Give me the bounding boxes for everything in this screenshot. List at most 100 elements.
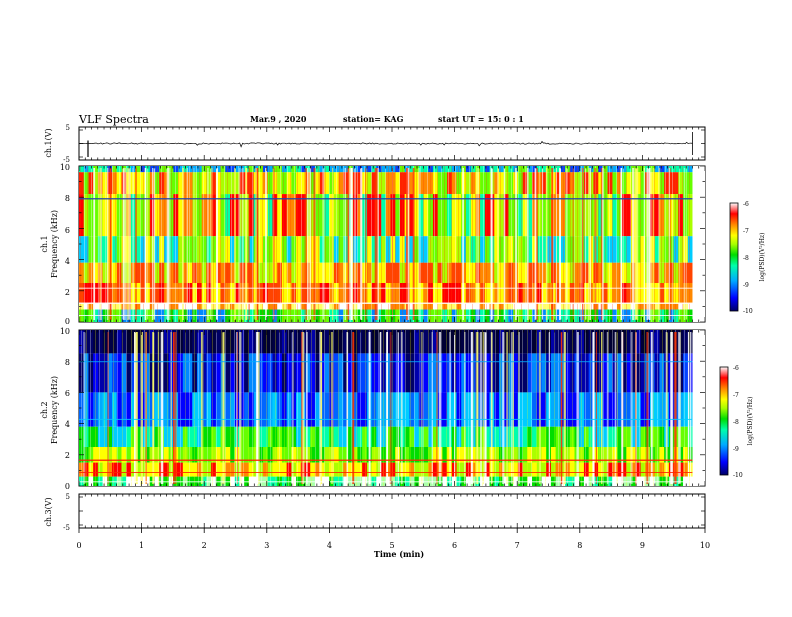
sferic-streak bbox=[305, 168, 307, 320]
sferic-streak bbox=[454, 332, 456, 484]
sferic-streak bbox=[637, 168, 639, 320]
sferic-streak bbox=[534, 168, 537, 320]
sferic-streak bbox=[193, 168, 195, 320]
sferic-streak bbox=[593, 332, 595, 484]
ch1-spec-ytick-2: 2 bbox=[65, 288, 70, 297]
xtick-label-5: 5 bbox=[389, 541, 394, 550]
sferic-streak bbox=[475, 332, 478, 484]
sferic-streak bbox=[392, 168, 393, 320]
sferic-streak bbox=[464, 332, 466, 484]
xtick-label-6: 6 bbox=[452, 541, 457, 550]
sferic-streak bbox=[241, 168, 244, 320]
ch1-colorbar-tick-neg7: -7 bbox=[743, 228, 749, 235]
sferic-streak bbox=[379, 332, 382, 484]
sferic-texture bbox=[79, 166, 693, 322]
ch3-waveform-frame bbox=[78, 493, 706, 529]
sferic-streak bbox=[303, 332, 305, 484]
sferic-streak bbox=[671, 332, 673, 484]
sferic-streak bbox=[83, 332, 86, 484]
sferic-streak bbox=[592, 332, 595, 484]
ch3-ytick-top: 5 bbox=[66, 493, 70, 501]
sferic-streak bbox=[313, 168, 316, 320]
sferic-streak bbox=[683, 168, 686, 320]
sferic-streak bbox=[389, 332, 392, 484]
sferic-streak bbox=[301, 332, 303, 484]
sferic-streak bbox=[542, 168, 544, 320]
sferic-streak bbox=[536, 168, 538, 320]
sferic-streak bbox=[306, 332, 308, 484]
sferic-streak bbox=[614, 332, 616, 484]
header-station: station= KAG bbox=[343, 114, 404, 124]
sferic-streak bbox=[506, 332, 509, 484]
ch1-colorbar-tick-neg8: -8 bbox=[743, 255, 749, 262]
sferic-streak bbox=[565, 168, 567, 320]
sferic-streak bbox=[515, 168, 517, 320]
sferic-streak bbox=[491, 332, 493, 484]
sferic-streak bbox=[109, 168, 112, 320]
sferic-streak bbox=[470, 332, 473, 484]
sferic-streak bbox=[400, 332, 403, 484]
sferic-streak bbox=[602, 168, 604, 320]
narrowband-line bbox=[79, 198, 693, 200]
sferic-streak bbox=[659, 168, 661, 320]
sferic-streak bbox=[153, 168, 156, 320]
sferic-streak bbox=[377, 168, 379, 320]
sferic-streak bbox=[635, 332, 637, 484]
sferic-streak bbox=[665, 332, 668, 484]
ch2-spec-ytick-4: 4 bbox=[65, 420, 70, 429]
sferic-streak bbox=[273, 168, 275, 320]
narrowband-line bbox=[79, 315, 693, 316]
sferic-streak bbox=[585, 168, 587, 320]
sferic-streak bbox=[174, 332, 177, 484]
sferic-streak bbox=[563, 332, 566, 484]
sferic-streak bbox=[360, 168, 363, 320]
ch2-colorbar-label: log(PSD)(V²/Hz) bbox=[747, 397, 754, 446]
xtick-label-10: 10 bbox=[700, 541, 710, 550]
xtick-label-0: 0 bbox=[76, 541, 81, 550]
sferic-streak bbox=[291, 332, 294, 484]
xtick-label-8: 8 bbox=[577, 541, 582, 550]
ch3-waveform-panel: 5 -5 ch.3(V) bbox=[44, 493, 706, 532]
sferic-streak bbox=[518, 332, 520, 484]
sferic-streak bbox=[689, 332, 692, 484]
ch1-colorbar: -6 -7 -8 -9 -10 log(PSD)(V²/Hz) bbox=[729, 201, 766, 315]
xtick-label-1: 1 bbox=[139, 541, 144, 550]
sferic-streak bbox=[376, 168, 378, 320]
ch2-spec-ytick-10: 10 bbox=[60, 327, 70, 336]
sferic-streak bbox=[556, 168, 557, 320]
sferic-streak bbox=[622, 332, 624, 484]
sferic-streak bbox=[606, 332, 609, 484]
sferic-streak bbox=[307, 168, 309, 320]
ch3-ytick-bottom: -5 bbox=[63, 524, 70, 532]
sferic-streak bbox=[631, 332, 633, 484]
ch1-ytick-bottom: -5 bbox=[63, 156, 70, 164]
sferic-streak bbox=[650, 332, 653, 484]
axis-ticks bbox=[78, 127, 706, 533]
sferic-streak bbox=[135, 332, 138, 484]
sferic-streak bbox=[157, 332, 160, 484]
ch1-colorbar-tick-neg9: -9 bbox=[743, 282, 749, 289]
sferic-streak bbox=[512, 332, 514, 484]
sferic-streak bbox=[431, 332, 433, 484]
sferic-streak bbox=[302, 332, 304, 484]
sferic-streak bbox=[418, 168, 420, 320]
sferic-streak bbox=[648, 168, 651, 320]
ch2-spec-ytick-8: 8 bbox=[65, 358, 70, 367]
sferic-streak bbox=[124, 168, 126, 320]
sferic-streak bbox=[412, 168, 415, 320]
sferic-streak bbox=[589, 168, 591, 320]
sferic-streak bbox=[320, 332, 323, 484]
sferic-streak bbox=[490, 168, 493, 320]
header-date: Mar.9 , 2020 bbox=[250, 114, 307, 124]
sferic-streak bbox=[397, 332, 399, 484]
sferic-streak bbox=[152, 332, 155, 484]
sferic-streak bbox=[449, 332, 451, 484]
narrowband-line bbox=[79, 481, 693, 483]
sferic-streak bbox=[551, 168, 554, 320]
sferic-streak bbox=[126, 168, 129, 320]
ch2-colorbar-tick-neg9: -9 bbox=[733, 446, 739, 453]
sferic-streak bbox=[600, 168, 603, 320]
sferic-streak bbox=[216, 168, 218, 320]
ch1-colorbar-tick-neg6: -6 bbox=[743, 201, 749, 208]
